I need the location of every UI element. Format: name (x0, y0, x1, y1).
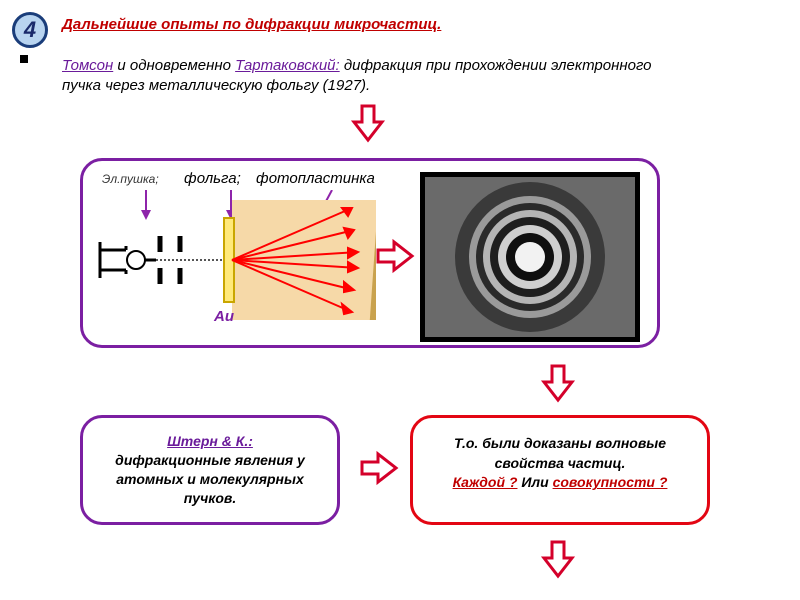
panel-conclusion: Т.о. были доказаны волновые свойства час… (410, 415, 710, 525)
stern-heading: Штерн & К.: (167, 433, 253, 449)
question-mid: Или (517, 474, 552, 490)
diffraction-rings (450, 177, 610, 337)
label-electron-gun: Эл.пушка; (102, 172, 159, 186)
conclusion-line1: Т.о. были доказаны волновые свойства час… (454, 435, 666, 471)
diffraction-ring (515, 242, 545, 272)
panel-stern: Штерн & К.: дифракционные явления у атом… (80, 415, 340, 525)
stern-body: дифракционные явления у атомных и молеку… (115, 452, 305, 506)
bullet-icon (20, 55, 28, 63)
question-each: Каждой ? (453, 474, 518, 490)
label-au: Au (214, 308, 234, 325)
subtitle-mid1: и одновременно (113, 57, 235, 74)
flow-arrow-a4 (360, 450, 400, 491)
slide-title: Дальнейшие опыты по дифракции микрочасти… (62, 16, 441, 33)
label-foil: фольга; (184, 170, 241, 187)
question-ensemble: совокупности ? (553, 474, 668, 490)
link-thomson: Томсон (62, 57, 113, 74)
link-tartakovsky: Тартаковский: (235, 57, 340, 74)
slide-number-badge: 4 (12, 12, 48, 48)
flow-arrow-a1 (350, 104, 386, 149)
subtitle-text: Томсон и одновременно Тартаковский: дифр… (62, 56, 682, 97)
label-photoplate: фотопластинка (256, 170, 375, 187)
flow-arrow-a2 (376, 238, 416, 279)
flow-arrow-a5 (540, 540, 576, 585)
flow-arrow-a3 (540, 364, 576, 409)
diffraction-pattern (420, 172, 640, 342)
experiment-schematic (96, 200, 376, 320)
